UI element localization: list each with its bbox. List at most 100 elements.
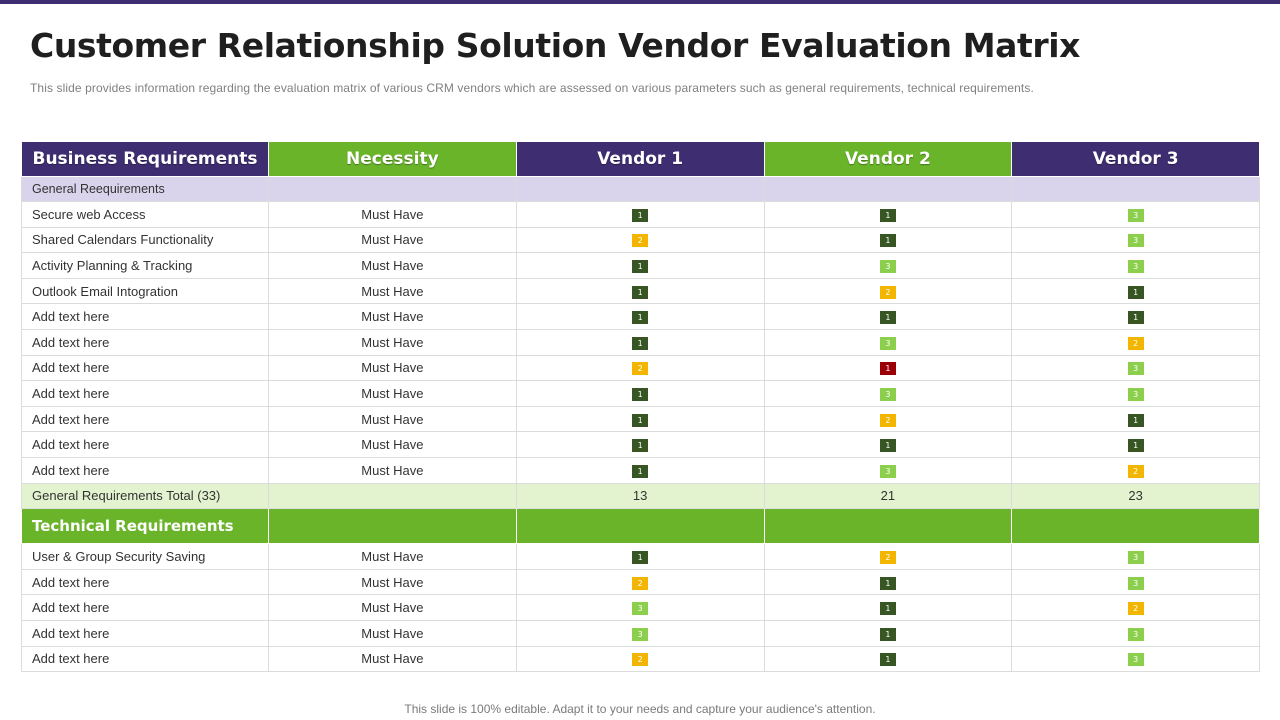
- header-necessity: Necessity: [268, 141, 517, 177]
- score-badge: 1: [879, 602, 896, 616]
- necessity-cell: Must Have: [268, 431, 517, 458]
- score-badge: 1: [632, 387, 649, 401]
- general-total-row: General Requirements Total (33) 13 21 23: [21, 482, 1260, 510]
- vendor-3-score-cell: 3: [1011, 543, 1260, 570]
- vendor-3-score-cell: 3: [1011, 619, 1260, 647]
- vendor-3-score-cell: 2: [1011, 328, 1260, 356]
- header-vendor-3: Vendor 3: [1011, 141, 1260, 177]
- requirement-name: Activity Planning & Tracking: [21, 252, 269, 279]
- requirement-name: Add text here: [21, 405, 269, 433]
- score-badge: 3: [879, 260, 896, 274]
- score-badge: 2: [879, 413, 896, 427]
- vendor-3-score-cell: 2: [1011, 456, 1260, 484]
- score-badge: 2: [879, 550, 896, 564]
- score-badge: 2: [879, 285, 896, 299]
- vendor-1-score-cell: 1: [515, 328, 765, 356]
- header-vendor-1: Vendor 1: [515, 141, 765, 177]
- necessity-cell: Must Have: [268, 456, 517, 484]
- header-business-requirements: Business Requirements: [21, 141, 269, 177]
- necessity-cell: Must Have: [268, 303, 517, 330]
- vendor-3-score-cell: 3: [1011, 201, 1260, 228]
- slide-title: Customer Relationship Solution Vendor Ev…: [30, 26, 1081, 65]
- score-badge: 1: [879, 627, 896, 641]
- necessity-cell: Must Have: [268, 354, 517, 382]
- vendor-2-score-cell: 1: [763, 226, 1013, 254]
- slide-subtitle: This slide provides information regardin…: [30, 81, 1034, 95]
- score-badge: 1: [879, 234, 896, 248]
- requirement-name: Add text here: [21, 568, 269, 596]
- necessity-cell: Must Have: [268, 380, 517, 407]
- requirement-name: Add text here: [21, 645, 269, 673]
- section-row-general: General Reequirements: [21, 176, 1260, 202]
- vendor-3-score-cell: 3: [1011, 252, 1260, 279]
- table-row: Activity Planning & Tracking Must Have 1 3 3: [21, 252, 1260, 279]
- necessity-cell: Must Have: [268, 201, 517, 228]
- vendor-1-total: 13: [515, 482, 765, 510]
- section-cell: [515, 176, 765, 202]
- score-badge: 3: [1127, 260, 1144, 274]
- score-badge: 3: [1127, 234, 1144, 248]
- score-badge: 3: [1127, 576, 1144, 590]
- vendor-3-score-cell: 3: [1011, 226, 1260, 254]
- vendor-1-score-cell: 1: [515, 303, 765, 330]
- requirement-name: Add text here: [21, 594, 269, 621]
- necessity-cell: Must Have: [268, 594, 517, 621]
- necessity-cell: Must Have: [268, 543, 517, 570]
- vendor-2-score-cell: 1: [763, 431, 1013, 458]
- table-row: Add text here Must Have 1 2 1: [21, 405, 1260, 433]
- table-row: Add text here Must Have 3 1 2: [21, 594, 1260, 621]
- score-badge: 3: [1127, 208, 1144, 222]
- vendor-2-score-cell: 2: [763, 277, 1013, 305]
- score-badge: 1: [632, 260, 649, 274]
- vendor-2-score-cell: 1: [763, 594, 1013, 621]
- table-body: General Reequirements Secure web Access M…: [21, 176, 1260, 673]
- vendor-3-score-cell: 3: [1011, 568, 1260, 596]
- score-badge: 1: [632, 311, 649, 325]
- necessity-cell: Must Have: [268, 328, 517, 356]
- score-badge: 3: [1127, 627, 1144, 641]
- vendor-3-score-cell: 1: [1011, 405, 1260, 433]
- table-row: Add text here Must Have 1 1 1: [21, 431, 1260, 458]
- vendor-1-score-cell: 1: [515, 252, 765, 279]
- score-badge: 1: [879, 208, 896, 222]
- score-badge: 2: [1127, 464, 1144, 478]
- vendor-2-score-cell: 1: [763, 201, 1013, 228]
- vendor-1-score-cell: 1: [515, 543, 765, 570]
- vendor-1-score-cell: 1: [515, 431, 765, 458]
- score-badge: 1: [879, 439, 896, 453]
- score-badge: 3: [1127, 550, 1144, 564]
- necessity-cell: Must Have: [268, 568, 517, 596]
- score-badge: 2: [632, 362, 649, 376]
- requirement-name: Add text here: [21, 354, 269, 382]
- vendor-2-score-cell: 1: [763, 645, 1013, 673]
- necessity-cell: Must Have: [268, 252, 517, 279]
- section-row-technical: Technical Requirements: [21, 508, 1260, 545]
- vendor-1-score-cell: 2: [515, 354, 765, 382]
- section-cell: [1011, 176, 1260, 202]
- section-label-general: General Reequirements: [21, 176, 269, 202]
- score-badge: 1: [1127, 311, 1144, 325]
- table-row: Outlook Email Intogration Must Have 1 2 1: [21, 277, 1260, 305]
- score-badge: 1: [1127, 413, 1144, 427]
- section-cell: [268, 508, 517, 545]
- table-row: Add text here Must Have 2 1 3: [21, 354, 1260, 382]
- vendor-2-score-cell: 1: [763, 619, 1013, 647]
- vendor-3-score-cell: 1: [1011, 277, 1260, 305]
- table-header-row: Business Requirements Necessity Vendor 1…: [21, 141, 1260, 177]
- table-row: Secure web Access Must Have 1 1 3: [21, 201, 1260, 228]
- vendor-1-score-cell: 1: [515, 456, 765, 484]
- score-badge: 2: [632, 576, 649, 590]
- vendor-1-score-cell: 2: [515, 226, 765, 254]
- section-cell: [268, 176, 517, 202]
- score-badge: 3: [632, 627, 649, 641]
- score-badge: 1: [879, 311, 896, 325]
- requirement-name: Add text here: [21, 328, 269, 356]
- vendor-2-score-cell: 3: [763, 252, 1013, 279]
- score-badge: 3: [1127, 362, 1144, 376]
- vendor-1-score-cell: 1: [515, 380, 765, 407]
- vendor-2-score-cell: 1: [763, 354, 1013, 382]
- score-badge: 3: [879, 387, 896, 401]
- score-badge: 1: [879, 362, 896, 376]
- table-row: Add text here Must Have 3 1 3: [21, 619, 1260, 647]
- table-row: Add text here Must Have 2 1 3: [21, 568, 1260, 596]
